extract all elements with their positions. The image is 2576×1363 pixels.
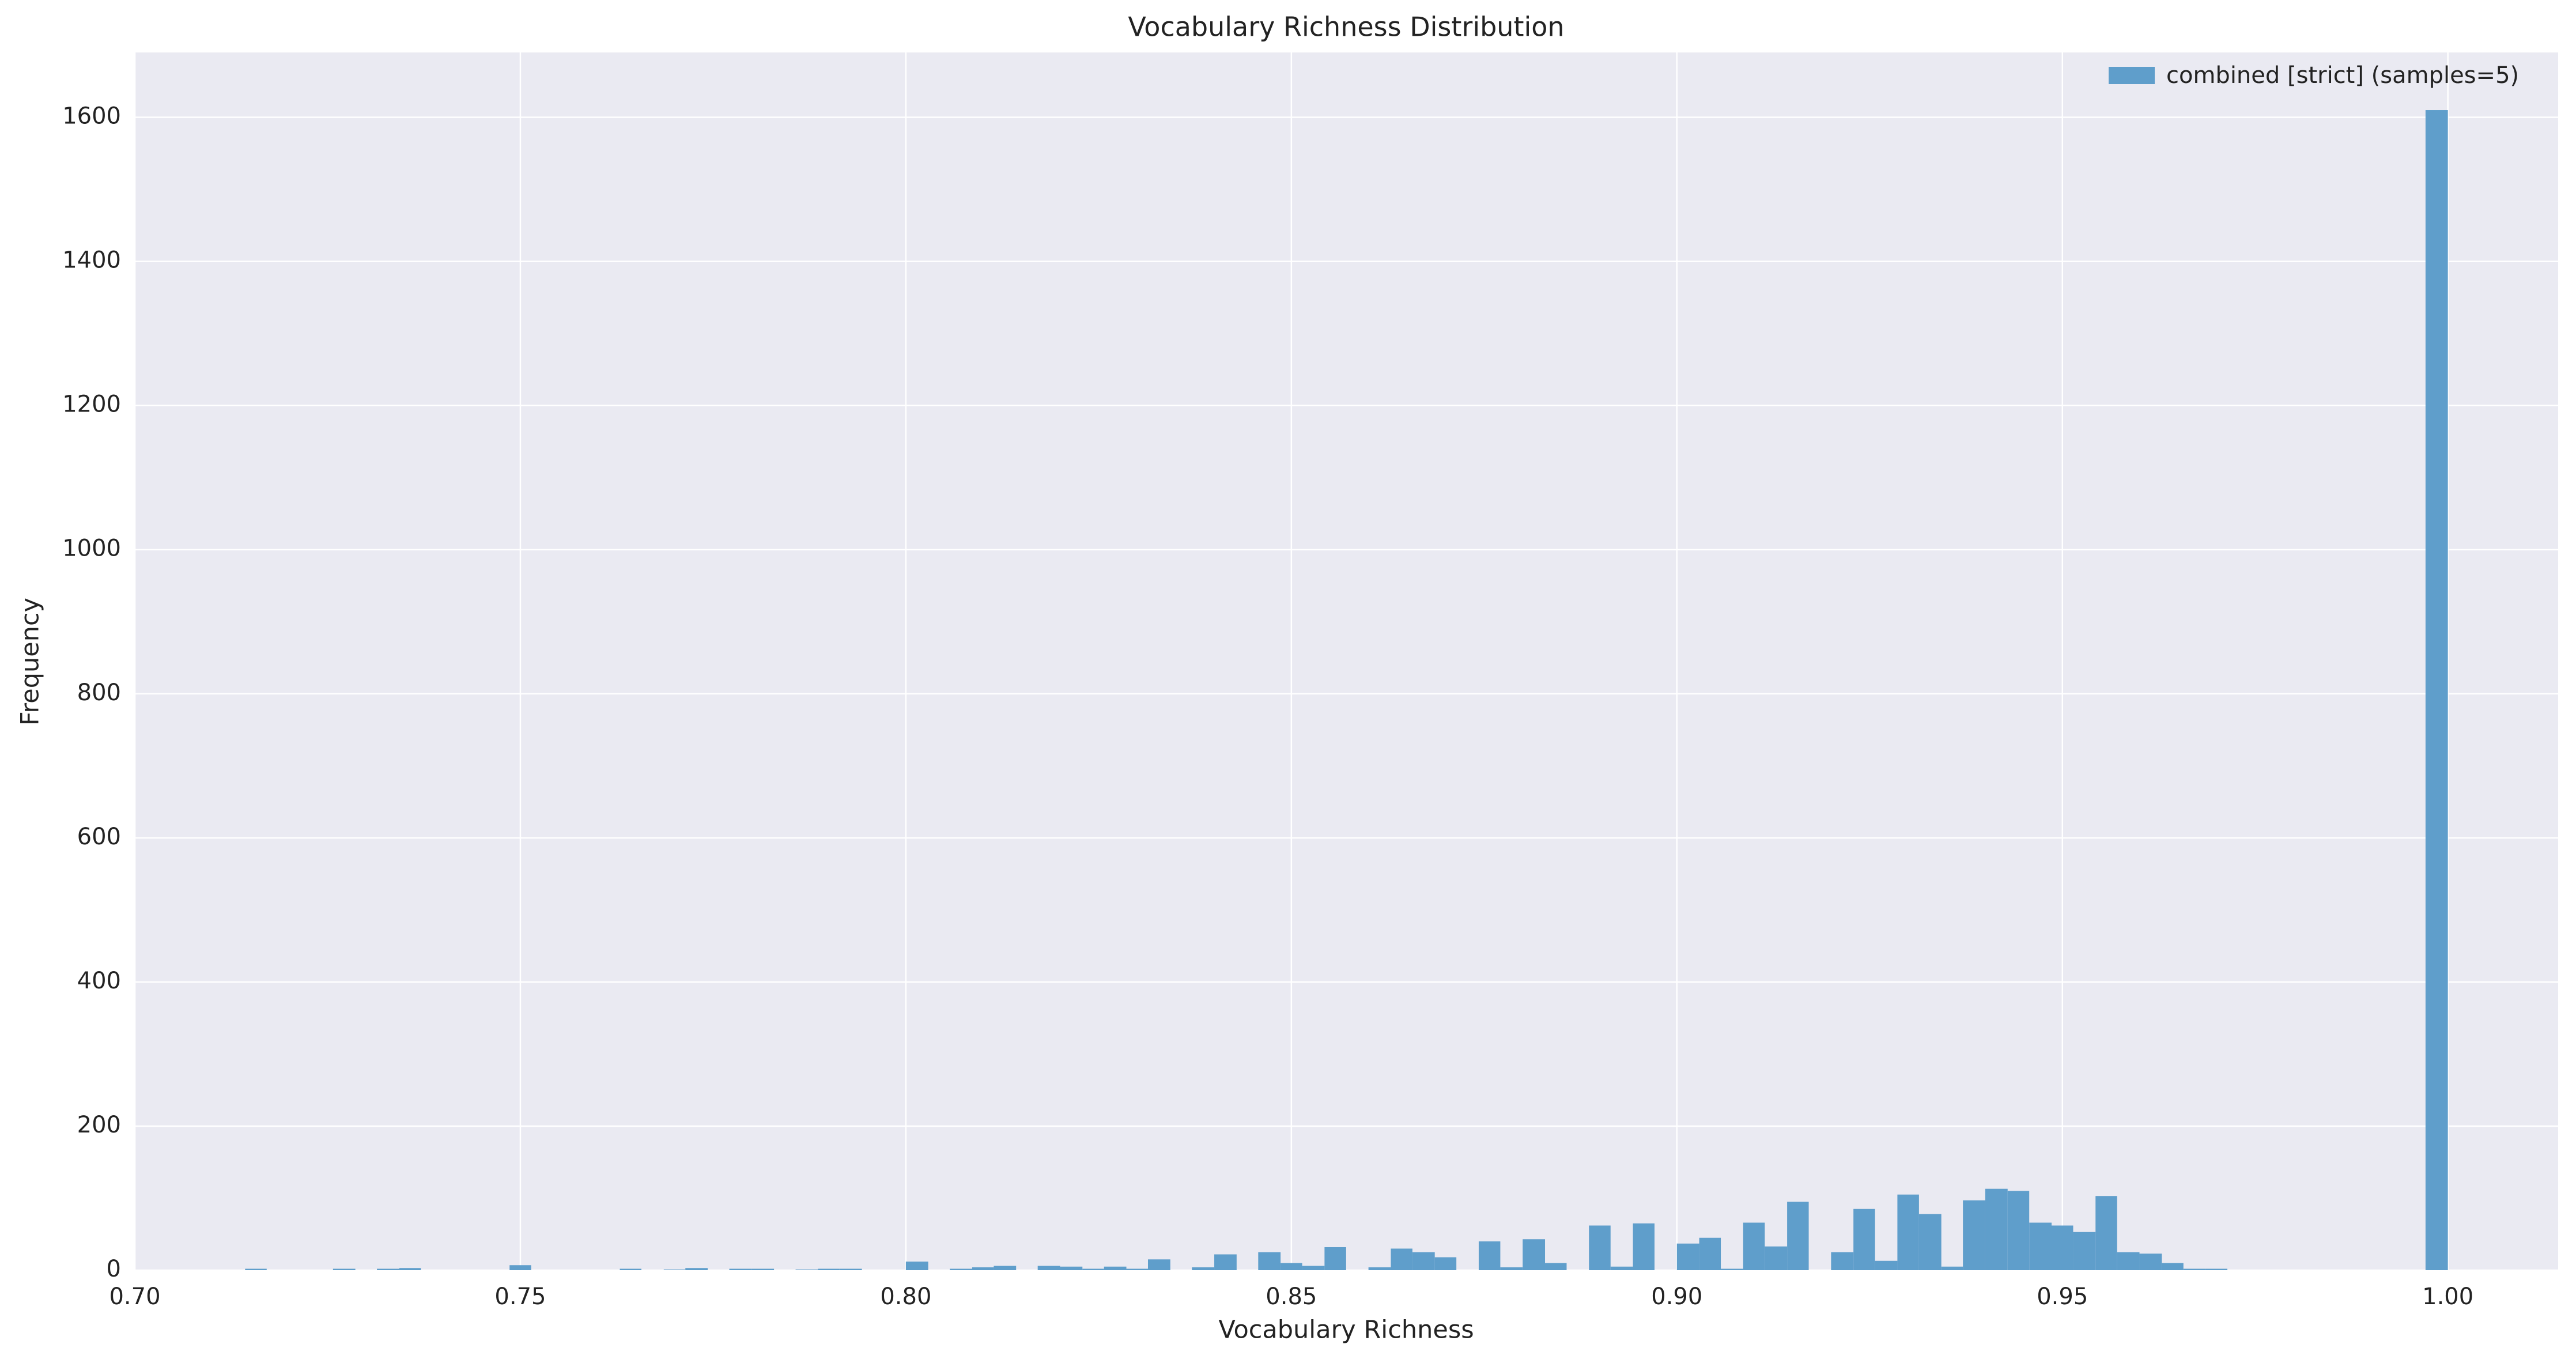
bar bbox=[2205, 1268, 2228, 1270]
y-tick-label: 1200 bbox=[62, 391, 121, 418]
bar bbox=[2139, 1253, 2162, 1270]
y-tick-label: 800 bbox=[77, 679, 121, 706]
bars bbox=[245, 110, 2448, 1270]
bar bbox=[2162, 1263, 2184, 1270]
bar bbox=[2425, 110, 2448, 1270]
x-tick-label: 0.85 bbox=[1266, 1283, 1317, 1310]
legend-swatch bbox=[2109, 67, 2155, 84]
chart-title: Vocabulary Richness Distribution bbox=[1128, 12, 1564, 43]
bar bbox=[1589, 1225, 1611, 1270]
bar bbox=[1765, 1246, 1788, 1270]
bar bbox=[509, 1265, 531, 1270]
bar bbox=[1104, 1266, 1127, 1270]
bar bbox=[1391, 1248, 1412, 1270]
bar bbox=[1368, 1267, 1391, 1270]
bar bbox=[333, 1268, 356, 1270]
bar bbox=[1743, 1222, 1765, 1270]
bar bbox=[1676, 1243, 1699, 1270]
bar bbox=[1037, 1266, 1060, 1270]
bar bbox=[1963, 1200, 1985, 1270]
y-axis-label: Frequency bbox=[16, 598, 45, 726]
bar bbox=[2073, 1232, 2096, 1270]
x-tick-label: 0.75 bbox=[494, 1283, 546, 1310]
bar bbox=[1324, 1247, 1346, 1270]
bar bbox=[1412, 1252, 1435, 1270]
bar bbox=[1082, 1268, 1104, 1270]
y-tick-label: 1600 bbox=[62, 103, 121, 130]
bar bbox=[1610, 1266, 1633, 1270]
bar bbox=[1192, 1267, 1215, 1270]
bar bbox=[399, 1268, 421, 1270]
bar bbox=[1787, 1202, 1809, 1270]
bar bbox=[839, 1268, 862, 1270]
x-tick-label: 1.00 bbox=[2422, 1283, 2473, 1310]
y-tick-label: 400 bbox=[77, 968, 121, 994]
bar bbox=[1478, 1241, 1501, 1270]
bar bbox=[620, 1268, 641, 1270]
x-axis-label: Vocabulary Richness bbox=[1218, 1316, 1474, 1345]
bar bbox=[1699, 1237, 1721, 1270]
bar bbox=[729, 1268, 752, 1270]
bar bbox=[818, 1268, 840, 1270]
bar bbox=[1214, 1254, 1237, 1270]
x-tick-label: 0.80 bbox=[880, 1283, 931, 1310]
plot-area bbox=[135, 52, 2558, 1270]
y-tick-label: 1400 bbox=[62, 247, 121, 274]
bar bbox=[2052, 1225, 2073, 1270]
bar bbox=[2117, 1252, 2140, 1270]
bar bbox=[972, 1267, 994, 1270]
bar bbox=[1918, 1214, 1942, 1270]
bar bbox=[1897, 1194, 1919, 1270]
bar bbox=[1500, 1267, 1523, 1270]
bar bbox=[1302, 1266, 1325, 1270]
bar bbox=[2007, 1191, 2030, 1270]
bar bbox=[1831, 1252, 1854, 1270]
legend: combined [strict] (samples=5) bbox=[2109, 62, 2519, 89]
bar bbox=[1633, 1223, 1655, 1270]
bar bbox=[1523, 1239, 1546, 1270]
bar bbox=[1258, 1252, 1281, 1270]
bar bbox=[2183, 1268, 2206, 1270]
legend-label: combined [strict] (samples=5) bbox=[2166, 62, 2519, 89]
bar bbox=[1875, 1260, 1898, 1270]
bar bbox=[1147, 1259, 1170, 1270]
bar bbox=[1985, 1188, 2008, 1270]
x-tick-label: 0.90 bbox=[1651, 1283, 1702, 1310]
bar bbox=[377, 1268, 399, 1270]
bar bbox=[1721, 1268, 1743, 1270]
y-tick-label: 200 bbox=[77, 1112, 121, 1138]
y-tick-label: 600 bbox=[77, 824, 121, 850]
bar bbox=[1941, 1266, 1963, 1270]
bar bbox=[905, 1261, 928, 1270]
bar bbox=[994, 1266, 1017, 1270]
bar bbox=[751, 1268, 775, 1270]
bar bbox=[1545, 1263, 1567, 1270]
y-tick-label: 1000 bbox=[62, 535, 121, 562]
bar bbox=[950, 1268, 972, 1270]
bar bbox=[685, 1268, 708, 1270]
bar bbox=[1060, 1266, 1083, 1270]
bar bbox=[1126, 1268, 1148, 1270]
bar bbox=[2029, 1222, 2052, 1270]
grid bbox=[134, 52, 2558, 1271]
bar bbox=[1434, 1257, 1457, 1270]
bar bbox=[245, 1268, 267, 1270]
bar bbox=[1281, 1263, 1302, 1270]
x-tick-label: 0.95 bbox=[2037, 1283, 2088, 1310]
bar bbox=[1853, 1209, 1875, 1270]
x-tick-label: 0.70 bbox=[109, 1283, 160, 1310]
y-tick-label: 0 bbox=[107, 1256, 121, 1282]
bar bbox=[2095, 1196, 2117, 1270]
